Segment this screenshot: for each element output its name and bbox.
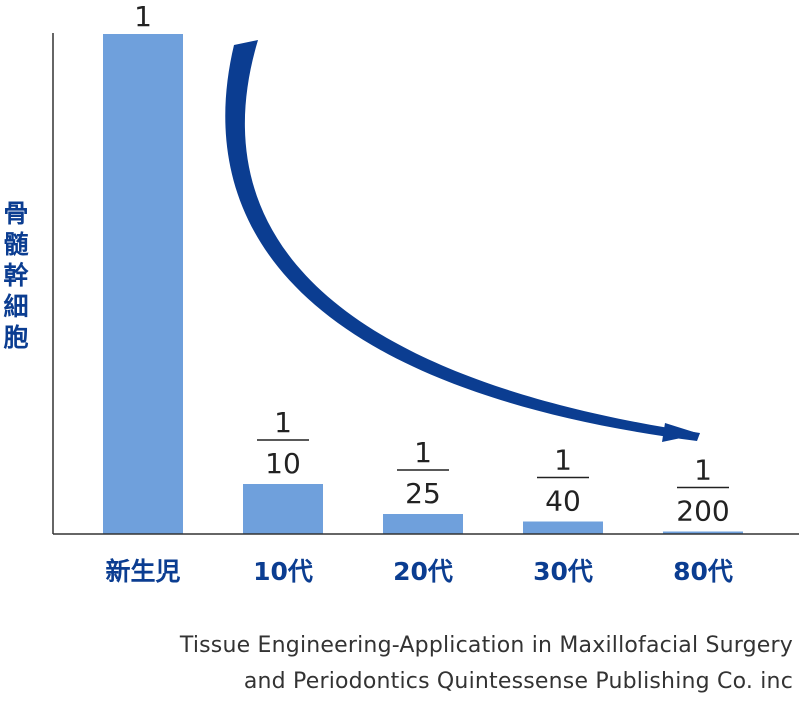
category-label-1: 10代	[253, 557, 313, 586]
data-label-denominator-2: 25	[405, 477, 441, 510]
bar-4	[663, 531, 743, 534]
data-label-denominator-3: 40	[545, 485, 581, 518]
bar-2	[383, 514, 463, 534]
category-label-0: 新生児	[105, 557, 180, 586]
data-label-numerator-4: 1	[694, 454, 712, 487]
y-axis-label: 骨髄幹細胞	[3, 199, 29, 352]
data-label-denominator-4: 200	[676, 495, 729, 528]
bar-3	[523, 521, 603, 534]
category-label-4: 80代	[673, 557, 733, 586]
data-label-0: 1	[134, 0, 152, 33]
category-label-3: 30代	[533, 557, 593, 586]
data-label-denominator-1: 10	[265, 447, 301, 480]
data-label-numerator-2: 1	[414, 436, 432, 469]
decline-arrow-head	[662, 423, 700, 442]
bar-0	[103, 34, 183, 534]
chart: 1 1 10 1 25 1 40 1 200 新生児 10代 20代 30代 80代	[52, 0, 799, 586]
source-line-2: and Periodontics Quintessense Publishing…	[243, 669, 793, 694]
source-citation: Tissue Engineering-Application in Maxill…	[180, 628, 793, 700]
source-line-1: Tissue Engineering-Application in Maxill…	[179, 633, 793, 658]
data-label-numerator-3: 1	[554, 444, 572, 477]
category-label-2: 20代	[393, 557, 453, 586]
bar-1	[243, 484, 323, 534]
data-label-numerator-1: 1	[274, 406, 292, 439]
decline-arrow	[225, 40, 700, 441]
